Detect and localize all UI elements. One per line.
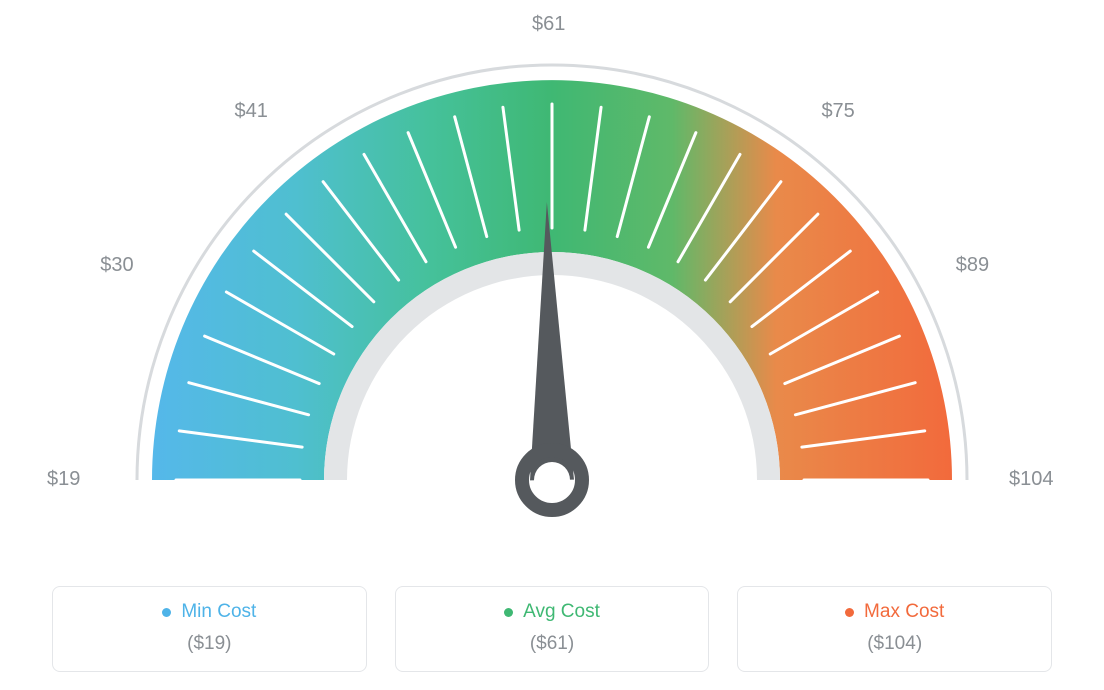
legend-value-min: ($19) xyxy=(63,633,356,655)
gauge-tick-label: $19 xyxy=(47,468,80,491)
legend-card-avg: Avg Cost ($61) xyxy=(395,586,710,672)
legend-value-max: ($104) xyxy=(748,633,1041,655)
legend-dot-min xyxy=(162,608,171,617)
legend-label-min: Min Cost xyxy=(181,601,256,623)
gauge-tick-label: $30 xyxy=(100,254,133,277)
legend-label-max: Max Cost xyxy=(864,601,944,623)
legend-title-max: Max Cost xyxy=(845,601,944,623)
legend-row: Min Cost ($19) Avg Cost ($61) Max Cost (… xyxy=(52,586,1052,672)
gauge-svg xyxy=(0,0,1104,560)
gauge-tick-label: $75 xyxy=(821,100,854,123)
legend-title-avg: Avg Cost xyxy=(504,601,600,623)
legend-dot-avg xyxy=(504,608,513,617)
legend-title-min: Min Cost xyxy=(162,601,256,623)
gauge-tick-label: $104 xyxy=(1009,468,1054,491)
legend-value-avg: ($61) xyxy=(406,633,699,655)
gauge-tick-label: $41 xyxy=(235,100,268,123)
gauge-chart: $19 $30 $41 $61 $75 $89 $104 xyxy=(0,0,1104,560)
gauge-tick-label: $89 xyxy=(956,254,989,277)
legend-card-max: Max Cost ($104) xyxy=(737,586,1052,672)
legend-dot-max xyxy=(845,608,854,617)
gauge-tick-label: $61 xyxy=(532,13,565,36)
legend-card-min: Min Cost ($19) xyxy=(52,586,367,672)
legend-label-avg: Avg Cost xyxy=(523,601,600,623)
gauge-needle-hub-inner xyxy=(534,462,570,498)
